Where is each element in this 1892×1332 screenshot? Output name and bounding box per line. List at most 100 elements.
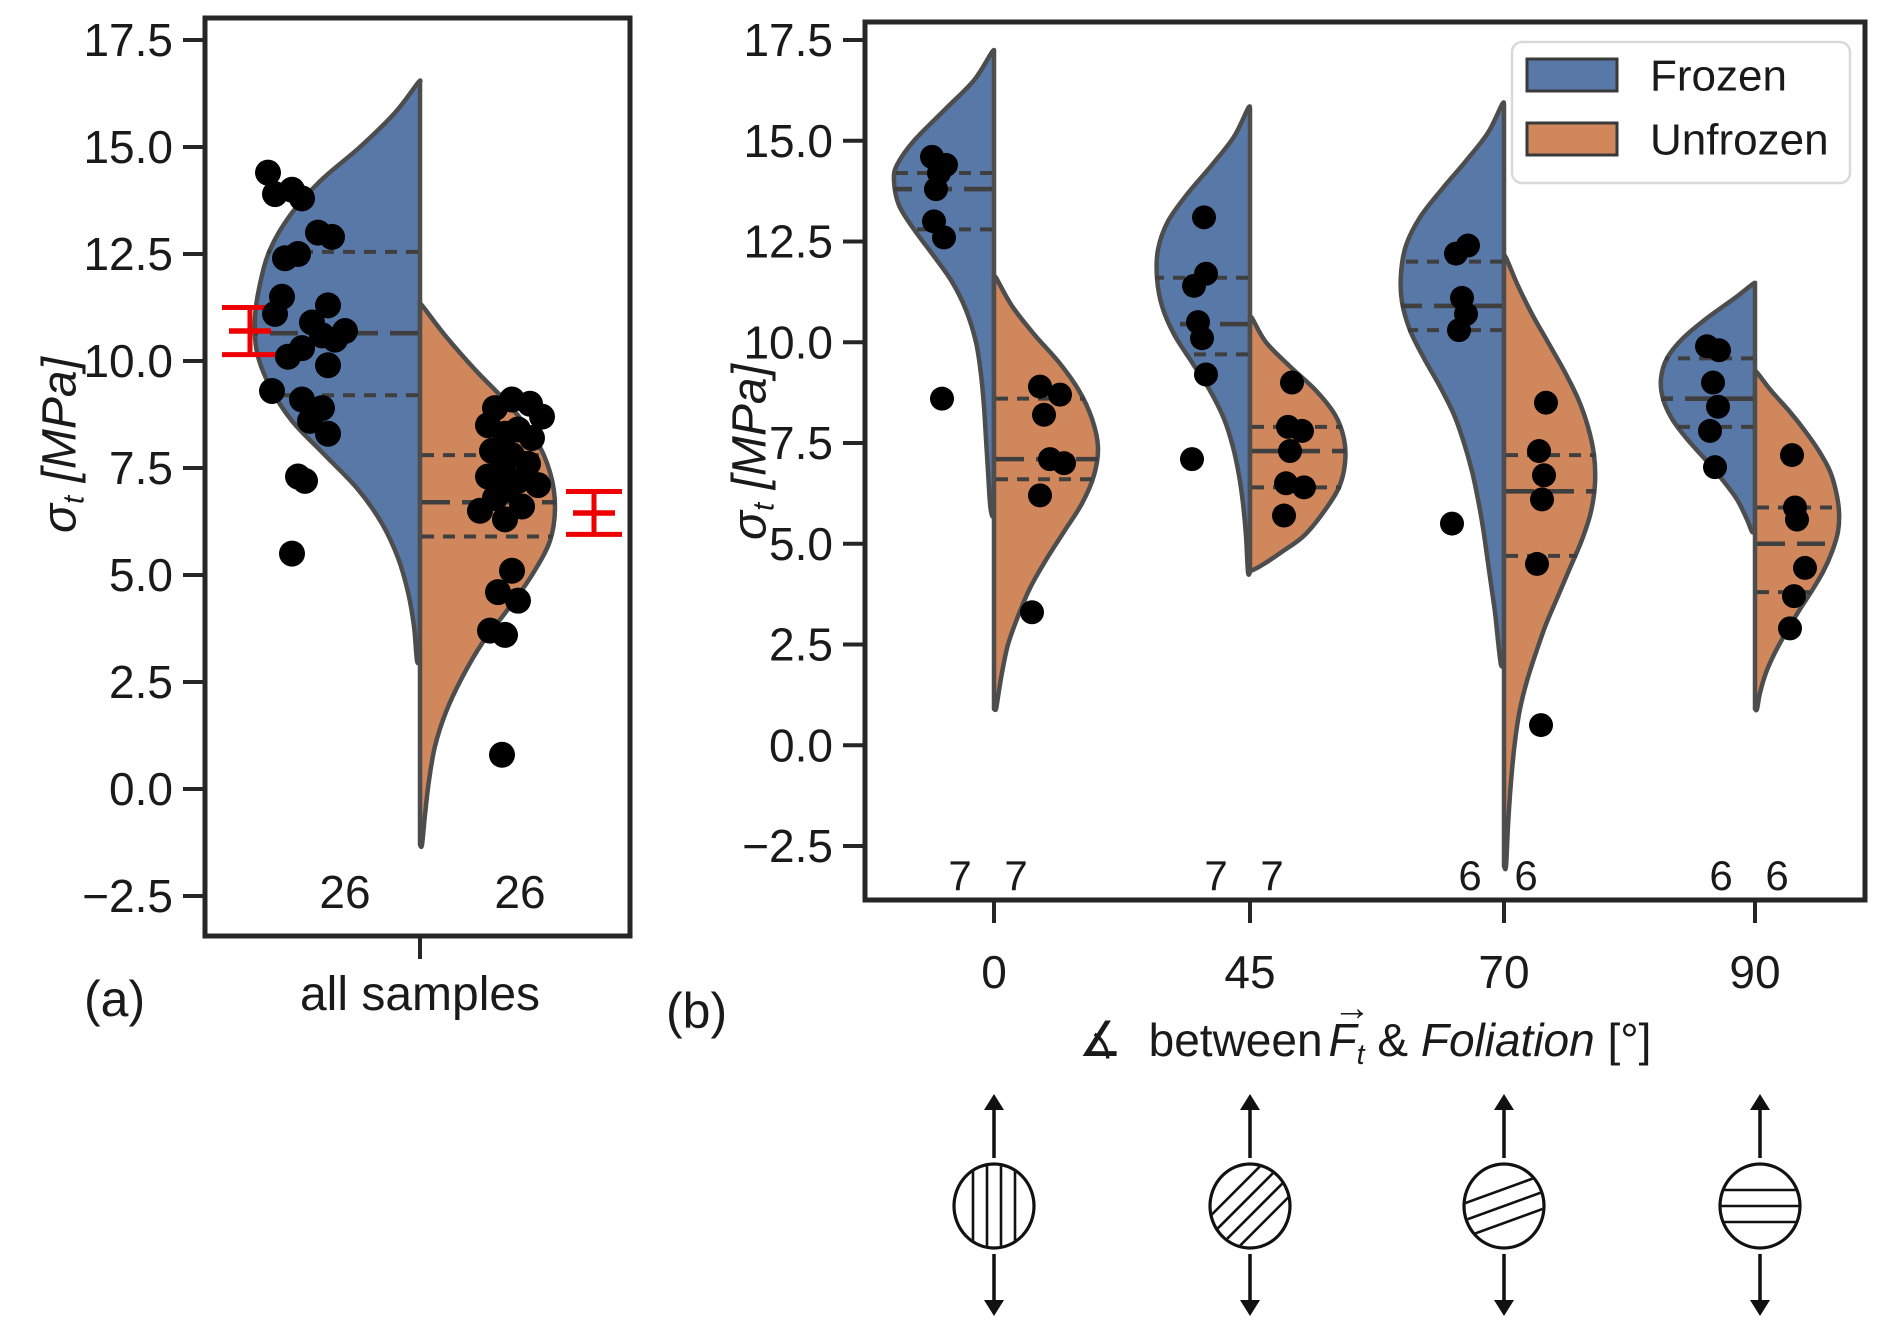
foliation-icon-45 [1208,1094,1292,1316]
arrow-head-up-icon [1750,1094,1770,1110]
data-point-frozen [275,343,301,370]
data-point-frozen [1190,326,1214,351]
data-point-frozen [1180,447,1204,472]
y-tick-label: 10.0 [743,316,833,368]
data-point-unfrozen [475,463,501,490]
data-point-frozen [1698,418,1722,443]
data-point-unfrozen [467,497,493,524]
y-tick-label: 7.5 [769,417,833,469]
x-tick-label-90: 90 [1729,946,1780,998]
legend: Frozen Unfrozen [1510,40,1852,185]
data-point-unfrozen [529,403,555,430]
sample-count-frozen: 26 [319,866,370,918]
data-point-unfrozen [489,741,515,768]
data-point-frozen [289,386,315,413]
data-point-unfrozen [1534,390,1558,415]
data-point-frozen [1707,338,1731,363]
violin-group-70: 6 6 70 [1398,100,1598,998]
data-point-unfrozen [1278,439,1302,464]
data-point-frozen [315,352,341,379]
data-point-unfrozen [1274,471,1298,496]
data-point-frozen [1192,205,1216,230]
y-tick-label: 7.5 [109,442,173,494]
data-point-frozen [279,540,305,567]
x-tick-label-0: 0 [981,946,1007,998]
force-symbol: F [1328,1014,1357,1066]
violin-unfrozen-70 [1501,253,1598,872]
x-title-between: between [1135,1014,1323,1066]
data-point-frozen [272,245,298,272]
y-tick-label: 15.0 [743,115,833,167]
y-tick-label: 2.5 [109,656,173,708]
foliation-hatch-90deg [1721,1188,1799,1224]
data-point-frozen [924,177,948,202]
foliation-hatch-70deg [1465,1169,1543,1243]
data-point-frozen [1440,511,1464,536]
vector-arrow-icon: → [1333,985,1371,1028]
legend-label-frozen: Frozen [1650,51,1787,100]
x-tick-label-70: 70 [1478,946,1529,998]
violin-group-90: 6 6 90 [1658,280,1842,998]
data-point-unfrozen [1785,507,1809,532]
data-point-frozen [1194,362,1218,387]
panel-label-a: (a) [84,971,146,1027]
y-tick-label: 0.0 [109,763,173,815]
y-tick-label: 2.5 [769,619,833,671]
x-tick-label-45: 45 [1224,946,1275,998]
data-point-unfrozen [1782,584,1806,609]
data-point-frozen [255,159,281,186]
data-point-unfrozen [1048,382,1072,407]
data-point-unfrozen [1052,451,1076,476]
sample-count-unfrozen: 26 [494,866,545,918]
sample-circle-icon [952,1162,1036,1250]
data-point-frozen [292,467,318,494]
data-point-frozen [315,420,341,447]
sample-circle-icon [1462,1162,1546,1250]
data-point-frozen [1701,370,1725,395]
mean-errorbar-unfrozen [566,489,622,537]
legend-swatch-frozen [1525,57,1619,93]
arrow-head-up-icon [1240,1094,1260,1110]
data-point-unfrozen [492,506,518,533]
data-point-unfrozen [1032,402,1056,427]
violin-frozen-70 [1398,100,1507,669]
x-title-units: [°] [1594,1014,1652,1066]
arrow-head-up-icon [1494,1094,1514,1110]
y-units: [MPa] [723,364,777,503]
data-point-unfrozen [1778,616,1802,641]
data-point-unfrozen [1530,487,1554,512]
y-tick-label: 17.5 [743,14,833,66]
data-point-frozen [1447,318,1471,343]
y-tick-label: −2.5 [82,870,173,922]
legend-swatch-unfrozen [1525,121,1619,157]
sample-count-unfrozen: 6 [1514,852,1537,899]
data-point-unfrozen [525,472,551,499]
sigma-subscript: t [57,495,91,505]
data-point-unfrozen [1280,370,1304,395]
arrow-head-up-icon [984,1094,1004,1110]
data-point-frozen [319,223,345,250]
data-point-frozen [932,225,956,250]
sample-count-frozen: 6 [1458,852,1481,899]
y-units: [MPa] [33,357,87,496]
violin-group-0: 7 70 [891,47,1101,998]
data-point-frozen [259,377,285,404]
violin-unfrozen-all [417,300,558,850]
y-axis-title-a: σt [MPa] [32,357,91,533]
data-point-frozen [1706,394,1730,419]
sample-count-frozen: 6 [1709,852,1732,899]
sigma-subscript: t [747,502,781,512]
data-point-frozen [930,386,954,411]
arrow-head-down-icon [984,1300,1004,1316]
data-point-unfrozen [1290,418,1314,443]
data-point-unfrozen [492,621,518,648]
panel-b: 17.515.012.510.07.55.02.50.0−2.57 707 7456… [742,14,1868,1316]
measured-angle-icon: ∡ [1078,1013,1122,1067]
data-point-unfrozen [1028,374,1052,399]
sample-count-frozen: 7 [1204,852,1227,899]
x-title-foliation: Foliation [1420,1014,1595,1066]
x-tick-label-all-samples: all samples [300,968,540,1021]
panel-label-b: (b) [666,983,728,1039]
